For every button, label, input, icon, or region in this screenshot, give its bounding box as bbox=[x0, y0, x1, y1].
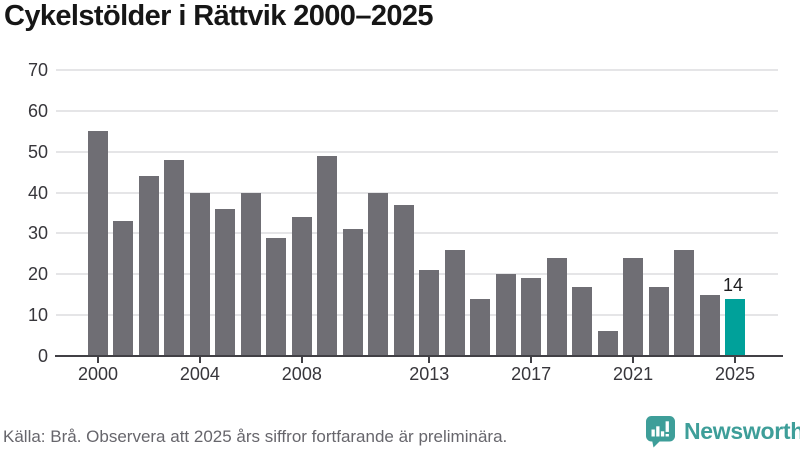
x-axis-label: 2008 bbox=[281, 364, 322, 384]
x-axis-tick bbox=[428, 357, 431, 363]
x-axis-tick bbox=[97, 357, 99, 363]
y-axis-label: 60 bbox=[27, 100, 48, 121]
bar-2004 bbox=[189, 192, 210, 356]
bar-2021 bbox=[623, 257, 644, 356]
y-axis-label: 0 bbox=[37, 346, 48, 366]
x-axis-tick bbox=[530, 357, 533, 363]
x-axis-tick bbox=[632, 357, 635, 363]
chart-title: Cykelstölder i Rättvik 2000–2025 bbox=[4, 0, 434, 32]
bar-2008 bbox=[291, 217, 312, 356]
bar-2023 bbox=[674, 249, 695, 356]
bar-2012 bbox=[393, 204, 414, 356]
bar-2006 bbox=[240, 192, 261, 356]
bar-2001 bbox=[113, 221, 134, 356]
x-axis-tick bbox=[734, 357, 736, 363]
bar-2025 bbox=[725, 298, 745, 356]
gridline bbox=[56, 150, 778, 153]
bar-2014 bbox=[444, 249, 465, 356]
bar-2024 bbox=[699, 294, 720, 356]
gridline bbox=[56, 109, 778, 112]
gridline bbox=[56, 273, 778, 276]
x-axis-tick bbox=[300, 357, 303, 363]
y-axis-label: 30 bbox=[27, 223, 48, 244]
y-axis-label: 20 bbox=[27, 264, 48, 285]
y-axis-label: 70 bbox=[27, 60, 48, 80]
x-axis-label: 2000 bbox=[77, 364, 119, 384]
bar-2013 bbox=[419, 270, 440, 356]
speech-bubble-bar-chart-icon bbox=[644, 414, 677, 448]
x-axis-label: 2017 bbox=[511, 364, 552, 384]
x-axis-label: 2013 bbox=[409, 364, 450, 384]
gridline bbox=[56, 69, 778, 71]
bar-2018 bbox=[546, 257, 567, 356]
bar-2000 bbox=[88, 131, 108, 356]
bar-2010 bbox=[342, 229, 363, 356]
bar-2003 bbox=[164, 159, 185, 356]
bar-2005 bbox=[215, 208, 236, 356]
gridline bbox=[56, 191, 778, 194]
bar-2009 bbox=[317, 155, 338, 356]
bar-2019 bbox=[572, 286, 593, 356]
brand-name: Newsworthy bbox=[684, 417, 800, 444]
bar-2020 bbox=[597, 331, 618, 356]
bar-2016 bbox=[495, 274, 516, 356]
x-axis-tick bbox=[198, 357, 201, 363]
source-note: Källa: Brå. Observera att 2025 års siffr… bbox=[3, 427, 508, 446]
bar-2011 bbox=[368, 192, 389, 356]
bar-2022 bbox=[648, 286, 669, 356]
gridline bbox=[56, 232, 778, 235]
y-axis-label: 50 bbox=[27, 141, 48, 162]
y-axis-label: 10 bbox=[27, 305, 48, 326]
bar-2007 bbox=[266, 237, 287, 356]
bar-2015 bbox=[470, 298, 491, 356]
x-axis-line bbox=[55, 355, 783, 357]
newsworthy-logo: Newsworthy bbox=[644, 414, 800, 448]
x-axis-label: 2025 bbox=[714, 364, 756, 384]
bar-2002 bbox=[138, 176, 159, 356]
x-axis-label: 2021 bbox=[613, 364, 654, 384]
y-axis-label: 40 bbox=[27, 182, 48, 203]
x-axis-label: 2004 bbox=[179, 364, 220, 384]
bar-value-label: 14 bbox=[722, 274, 744, 295]
bar-2017 bbox=[521, 278, 542, 356]
gridline bbox=[56, 314, 778, 317]
